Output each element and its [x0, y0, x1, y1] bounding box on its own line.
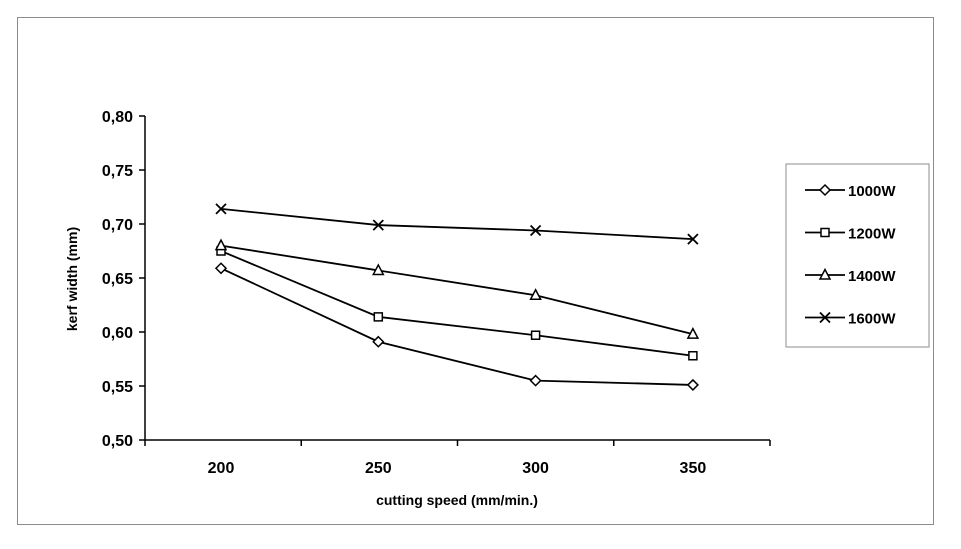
y-tick-label: 0,60	[102, 325, 133, 342]
y-tick-label: 0,70	[102, 217, 133, 234]
x-tick-label: 200	[208, 460, 235, 477]
marker-shape	[372, 263, 385, 276]
x-axis-title: cutting speed (mm/min.)	[376, 492, 538, 508]
data-point-1400w	[214, 238, 228, 251]
data-point-1000w	[529, 374, 542, 387]
marker-shape	[686, 327, 700, 339]
legend: 1000W 1200W 1400W 1600W	[785, 163, 930, 348]
legend-item-1400w: 1400W	[805, 267, 896, 285]
marker-stroke	[372, 219, 384, 231]
series-1000w	[214, 262, 699, 391]
marker-shape	[820, 227, 830, 238]
legend-label: 1000W	[848, 183, 896, 200]
y-tick-label: 0,65	[102, 271, 133, 288]
legend-item-1600w: 1600W	[805, 311, 896, 328]
data-point-1200w	[373, 312, 384, 322]
legend-marker	[818, 267, 832, 280]
series-1200w	[216, 246, 698, 361]
series-line-1400w	[220, 244, 694, 336]
legend-item-1000w: 1000W	[805, 183, 896, 200]
marker-stroke	[819, 311, 831, 324]
series-layer	[214, 203, 700, 391]
legend-label: 1400W	[848, 268, 896, 285]
marker-stroke	[529, 224, 542, 237]
marker-shape	[214, 238, 228, 251]
data-point-1400w	[529, 288, 542, 301]
x-tick-label: 350	[680, 460, 707, 477]
y-tick-label: 0,50	[102, 433, 133, 450]
legend-marker	[818, 183, 832, 197]
data-point-1200w	[530, 330, 541, 340]
y-tick-label: 0,80	[102, 109, 133, 126]
data-point-1400w	[372, 263, 385, 276]
x-tick-label: 250	[365, 460, 392, 477]
legend-item-1200w: 1200W	[805, 226, 896, 243]
data-point-1000w	[372, 335, 385, 348]
y-axis-title: kerf width (mm)	[64, 227, 80, 331]
data-point-1400w	[686, 327, 700, 339]
marker-shape	[688, 351, 698, 361]
y-tick-label: 0,55	[102, 379, 133, 396]
marker-shape	[818, 267, 832, 280]
data-point-1000w	[686, 378, 699, 391]
series-1600w	[215, 203, 699, 245]
legend-label: 1200W	[848, 226, 896, 243]
marker-shape	[373, 312, 384, 322]
marker-shape	[818, 183, 832, 197]
x-tick-label: 300	[522, 460, 549, 477]
marker-shape	[372, 335, 385, 348]
marker-shape	[529, 374, 542, 387]
data-point-1600w	[215, 203, 227, 215]
legend-box	[785, 163, 930, 348]
data-point-1000w	[214, 262, 228, 275]
series-1400w	[214, 238, 700, 339]
data-point-1200w	[688, 351, 698, 361]
series-line-1200w	[220, 250, 694, 357]
series-line-1600w	[220, 207, 693, 241]
data-point-1600w	[529, 224, 542, 237]
legend-label: 1600W	[848, 311, 896, 328]
data-point-1600w	[372, 219, 384, 231]
marker-shape	[529, 288, 542, 301]
marker-shape	[214, 262, 228, 275]
marker-stroke	[687, 233, 699, 245]
marker-shape	[686, 378, 699, 391]
axes: 0,50 0,55 0,60 0,65 0,70 0,75 0,80 200 250 300 350	[102, 109, 771, 477]
series-line-1000w	[220, 267, 693, 386]
y-tick-label: 0,75	[102, 163, 133, 180]
marker-shape	[530, 330, 541, 340]
data-point-1600w	[687, 233, 699, 245]
legend-marker	[820, 227, 830, 238]
marker-stroke	[215, 203, 227, 215]
legend-marker	[819, 311, 831, 324]
